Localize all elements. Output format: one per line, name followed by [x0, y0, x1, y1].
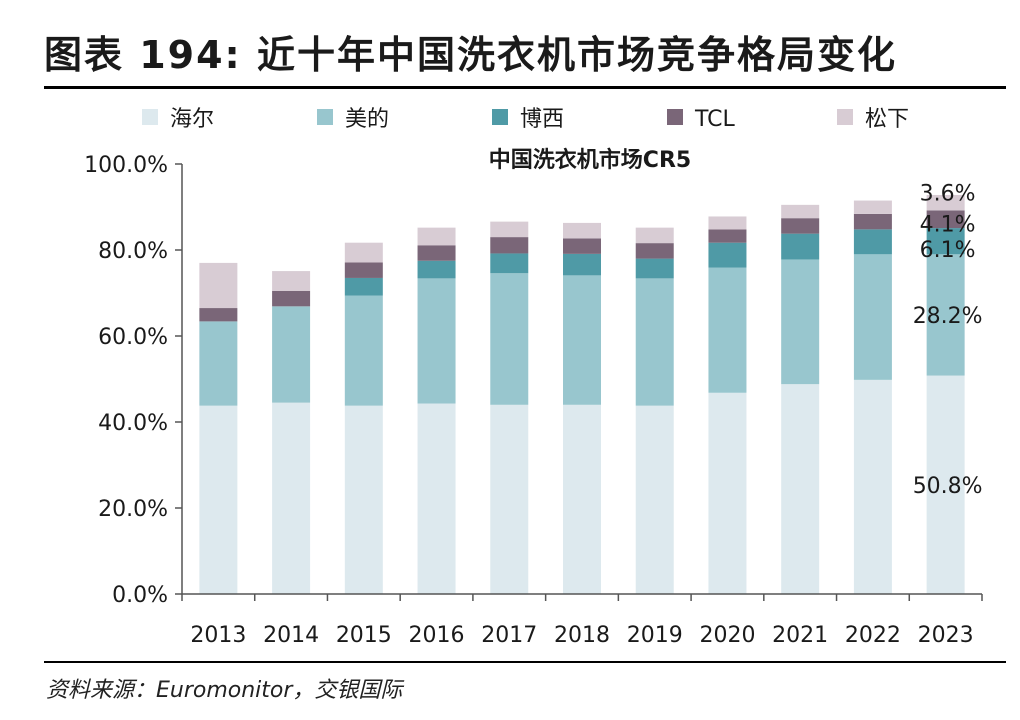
bar-segment [563, 275, 601, 405]
bar-segment [926, 254, 965, 376]
x-tick-label: 2016 [409, 623, 465, 648]
y-tick-label: 100.0% [84, 153, 168, 178]
bar-segment [272, 402, 311, 594]
bar-segment [708, 229, 747, 243]
page-title: 图表 194: 近十年中国洗衣机市场竞争格局变化 [44, 33, 897, 77]
bar-segment [272, 290, 311, 307]
bar-segment [781, 218, 820, 234]
bar-segment [635, 227, 674, 244]
bar-segment [708, 392, 747, 594]
bar-segment [926, 194, 965, 211]
title-divider [44, 86, 1006, 89]
bar-segment [708, 267, 747, 393]
stacked-bar-chart: 海尔 美的 博西 TCL 松下 中国洗衣机市场CR5 0.0% 20.0% 40.0% 60.… [84, 107, 983, 648]
legend-label: 松下 [865, 107, 909, 132]
y-tick-label: 80.0% [98, 239, 168, 264]
bar-segment [417, 227, 456, 246]
x-tick-label: 2023 [918, 623, 974, 648]
bar-segment [490, 253, 529, 274]
bar-segment [853, 229, 892, 255]
bar-segment [272, 271, 311, 291]
bar-segment [490, 221, 529, 238]
bar-segment [490, 404, 529, 594]
data-label: 28.2% [913, 304, 983, 329]
bar-segment [344, 277, 383, 296]
x-axis: 2013 2014 2015 2016 2017 2018 2019 2020 2021 2022… [181, 593, 983, 648]
bar-segment [344, 262, 383, 278]
bar-segment [853, 213, 892, 230]
x-tick-label: 2014 [263, 623, 319, 648]
bar-segment [635, 278, 674, 406]
bar-segment [781, 259, 820, 385]
legend-swatch [317, 109, 333, 125]
bar-segment [490, 237, 529, 254]
legend-swatch [667, 109, 683, 125]
bar-segment [708, 242, 747, 268]
bar-segment [417, 245, 456, 261]
bar-segment [853, 200, 892, 214]
footer-divider [44, 661, 1006, 663]
bar-segment [635, 243, 674, 259]
bar-segment [708, 216, 747, 230]
bar-segment [199, 405, 238, 594]
bar-segment [781, 384, 820, 594]
bar-segment [781, 233, 820, 260]
bar-segment [490, 273, 529, 405]
chart-title: 中国洗衣机市场CR5 [489, 147, 691, 173]
bar-segment [563, 222, 601, 239]
chart-legend: 海尔 美的 博西 TCL 松下 [142, 107, 909, 132]
bar-segment [853, 379, 892, 594]
bar-segment [563, 404, 601, 594]
y-tick-label: 20.0% [98, 497, 168, 522]
x-tick-label: 2020 [699, 623, 755, 648]
bar-segment [344, 242, 383, 263]
bars-group [199, 194, 965, 594]
bar-segment [417, 403, 456, 594]
legend-swatch [492, 109, 508, 125]
bar-segment [853, 254, 892, 380]
data-label: 6.1% [920, 238, 976, 263]
x-tick-label: 2017 [481, 623, 537, 648]
bar-segment [563, 238, 601, 254]
bar-segment [926, 228, 965, 255]
x-tick-label: 2022 [845, 623, 901, 648]
bar-segment [926, 375, 965, 594]
x-tick-label: 2019 [627, 623, 683, 648]
data-label: 3.6% [920, 182, 976, 207]
legend-label: 博西 [520, 107, 564, 132]
legend-label: TCL [694, 107, 736, 132]
x-tick-label: 2021 [772, 623, 828, 648]
x-tick-label: 2015 [336, 623, 392, 648]
bar-segment [344, 405, 383, 594]
source-note: 资料来源：Euromonitor，交银国际 [46, 678, 403, 703]
x-tick-label: 2018 [554, 623, 610, 648]
bar-segment [199, 262, 238, 309]
y-axis: 0.0% 20.0% 40.0% 60.0% 80.0% 100.0% [84, 153, 183, 608]
bar-segment [417, 278, 456, 404]
legend-label: 美的 [345, 107, 389, 132]
data-labels: 50.8% 28.2% 6.1%4.1% 3.6% [913, 182, 983, 499]
data-label: 50.8% [913, 474, 983, 499]
legend-swatch [142, 109, 158, 125]
legend-label: 海尔 [170, 107, 214, 132]
legend-swatch [837, 109, 853, 125]
y-tick-label: 0.0% [112, 583, 168, 608]
bar-segment [417, 260, 456, 279]
bar-segment [635, 405, 674, 594]
bar-segment [635, 258, 674, 279]
data-label: 4.1% [920, 212, 976, 237]
bar-segment [781, 204, 820, 219]
bar-segment [272, 306, 311, 403]
bar-segment [563, 253, 601, 276]
bar-segment [344, 295, 383, 406]
bar-segment [199, 308, 238, 322]
bar-segment [926, 210, 965, 229]
y-tick-label: 40.0% [98, 411, 168, 436]
bar-segment [199, 321, 238, 406]
x-tick-label: 2013 [190, 623, 246, 648]
y-tick-label: 60.0% [98, 325, 168, 350]
